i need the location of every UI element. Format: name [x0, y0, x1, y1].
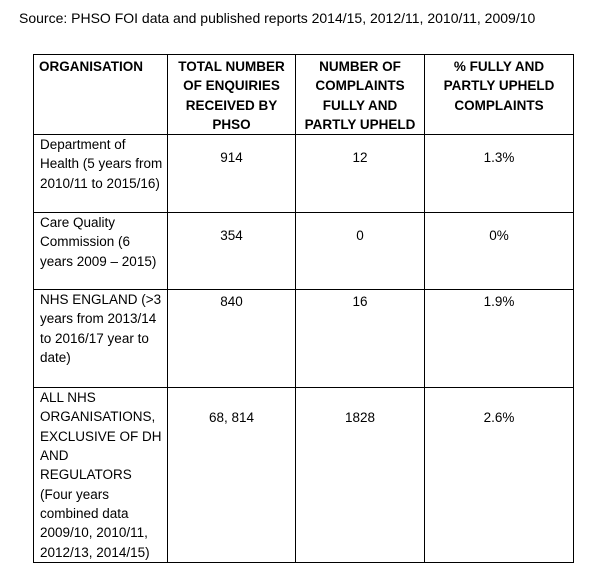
- header-percent-upheld: % FULLY AND PARTLY UPHELD COMPLAINTS: [424, 53, 574, 136]
- header-complaints-upheld: NUMBER OF COMPLAINTS FULLY AND PARTLY UP…: [295, 53, 425, 136]
- upheld-cell: 1828: [295, 387, 425, 564]
- table-row: Care Quality Commission (6 years 2009 – …: [33, 212, 574, 291]
- enquiries-cell: 354: [167, 212, 296, 291]
- upheld-cell: 16: [295, 289, 425, 389]
- table-row: ALL NHS ORGANISATIONS, EXCLUSIVE OF DH A…: [33, 387, 574, 564]
- organisation-cell: ALL NHS ORGANISATIONS, EXCLUSIVE OF DH A…: [33, 387, 168, 564]
- header-organisation: ORGANISATION: [33, 53, 168, 136]
- enquiries-cell: 914: [167, 134, 296, 214]
- upheld-cell: 12: [295, 134, 425, 214]
- organisation-cell: Care Quality Commission (6 years 2009 – …: [33, 212, 168, 291]
- header-row: ORGANISATION TOTAL NUMBER OF ENQUIRIES R…: [33, 53, 574, 136]
- table-row: Department of Health (5 years from 2010/…: [33, 134, 574, 214]
- organisation-cell: Department of Health (5 years from 2010/…: [33, 134, 168, 214]
- complaints-table: ORGANISATION TOTAL NUMBER OF ENQUIRIES R…: [33, 53, 574, 564]
- upheld-cell: 0: [295, 212, 425, 291]
- percent-cell: 1.3%: [424, 134, 574, 214]
- organisation-cell: NHS ENGLAND (>3 years from 2013/14 to 20…: [33, 289, 168, 389]
- enquiries-cell: 68, 814: [167, 387, 296, 564]
- table-row: NHS ENGLAND (>3 years from 2013/14 to 20…: [33, 289, 574, 389]
- percent-cell: 1.9%: [424, 289, 574, 389]
- source-caption: Source: PHSO FOI data and published repo…: [19, 10, 536, 26]
- enquiries-cell: 840: [167, 289, 296, 389]
- percent-cell: 0%: [424, 212, 574, 291]
- header-total-enquiries: TOTAL NUMBER OF ENQUIRIES RECEIVED BY PH…: [167, 53, 296, 136]
- percent-cell: 2.6%: [424, 387, 574, 564]
